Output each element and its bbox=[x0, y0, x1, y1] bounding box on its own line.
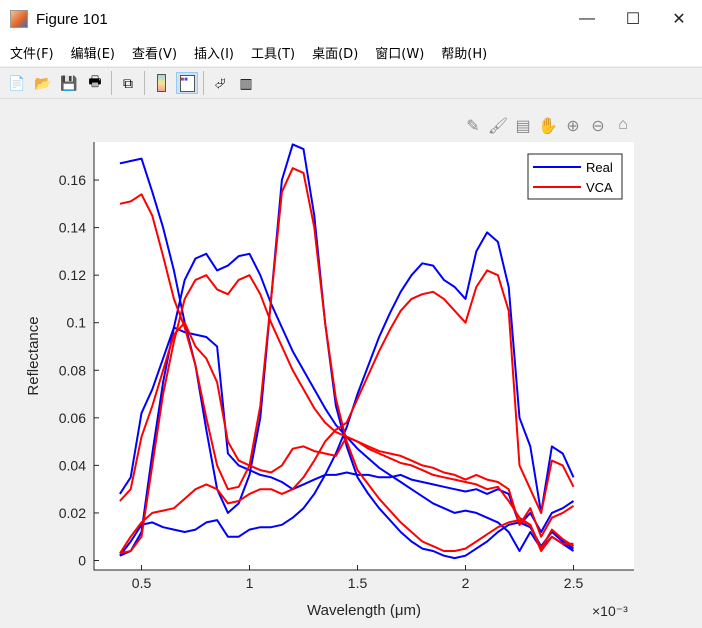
brush-export-icon[interactable]: ✎ bbox=[466, 118, 480, 135]
pan-icon[interactable]: ✋ bbox=[538, 118, 558, 135]
legend-label-vca: VCA bbox=[586, 180, 613, 195]
menu-edit[interactable]: 编辑(E) bbox=[70, 46, 115, 62]
zoom-out-icon[interactable]: ⊖ bbox=[591, 118, 605, 135]
pointer-icon[interactable]: ⮰ bbox=[214, 74, 226, 91]
title-bar: Figure 101 — ☐ ✕ bbox=[0, 0, 702, 38]
series-line-real-3 bbox=[119, 326, 575, 533]
x-exponent-label: ×10⁻³ bbox=[592, 603, 628, 619]
menu-insert[interactable]: 插入(I) bbox=[194, 46, 235, 62]
close-button[interactable]: ✕ bbox=[672, 11, 686, 28]
link-plot-icon[interactable]: ⧉ bbox=[123, 74, 133, 91]
print-icon[interactable]: 🖶 bbox=[88, 73, 102, 89]
toolbar-separator bbox=[111, 71, 112, 95]
y-tick-label: 0.1 bbox=[67, 315, 87, 331]
home-icon[interactable]: ⌂ bbox=[618, 116, 628, 133]
menu-tools[interactable]: 工具(T) bbox=[251, 46, 296, 62]
maximize-button[interactable]: ☐ bbox=[625, 11, 641, 28]
legend-label-real: Real bbox=[586, 160, 613, 175]
x-tick-label: 1 bbox=[246, 575, 254, 591]
legend[interactable]: Real VCA bbox=[527, 153, 623, 200]
series-line-vca-4 bbox=[119, 269, 575, 554]
series-line-vca-1 bbox=[119, 167, 575, 552]
zoom-in-icon[interactable]: ⊕ bbox=[566, 118, 580, 135]
y-tick-label: 0.16 bbox=[59, 172, 86, 188]
menu-help[interactable]: 帮助(H) bbox=[441, 46, 488, 62]
y-tick-label: 0.04 bbox=[59, 457, 86, 473]
save-icon[interactable]: 💾 bbox=[60, 74, 78, 91]
figure-toolbar: 📄 📂 💾 🖶 ⧉ ■■ ⮰ ▥ bbox=[0, 67, 702, 99]
menu-window[interactable]: 窗口(W) bbox=[375, 46, 425, 62]
toolbar-separator bbox=[203, 71, 204, 95]
series-line-vca-3 bbox=[119, 321, 575, 538]
y-tick-label: 0.12 bbox=[59, 267, 86, 283]
colorbar-icon[interactable] bbox=[150, 72, 172, 94]
menu-file[interactable]: 文件(F) bbox=[10, 46, 54, 62]
matlab-logo-icon bbox=[10, 10, 28, 28]
brush-icon[interactable]: 🖌 bbox=[487, 118, 509, 135]
legend-icon[interactable]: ■■ bbox=[176, 72, 198, 94]
x-tick-label: 2 bbox=[462, 575, 470, 591]
property-inspector-icon[interactable]: ▥ bbox=[239, 74, 253, 91]
series-line-real-4 bbox=[119, 231, 575, 557]
axes-lines bbox=[93, 142, 634, 571]
menu-bar: 文件(F) 编辑(E) 查看(V) 插入(I) 工具(T) 桌面(D) 窗口(W… bbox=[0, 38, 702, 97]
window-title: Figure 101 bbox=[36, 10, 108, 28]
menu-desktop[interactable]: 桌面(D) bbox=[312, 46, 359, 62]
minimize-button[interactable]: — bbox=[579, 10, 595, 27]
x-tick-label: 2.5 bbox=[564, 575, 584, 591]
y-tick-label: 0.02 bbox=[59, 505, 86, 521]
y-tick-label: 0.08 bbox=[59, 362, 86, 378]
x-axis-label: Wavelength (μm) bbox=[307, 602, 421, 619]
toolbar-separator bbox=[144, 71, 145, 95]
open-file-icon[interactable]: 📂 bbox=[34, 74, 52, 91]
y-tick-label: 0.14 bbox=[59, 220, 86, 236]
axes-background bbox=[94, 142, 634, 570]
x-tick-label: 0.5 bbox=[132, 575, 152, 591]
y-tick-label: 0 bbox=[78, 552, 86, 568]
y-tick-label: 0.06 bbox=[59, 410, 86, 426]
axes-toolbar: ✎ 🖌 ▤ ✋ ⊕ ⊖ ⌂ bbox=[462, 116, 634, 136]
menu-view[interactable]: 查看(V) bbox=[131, 46, 178, 62]
new-figure-icon[interactable]: 📄 bbox=[8, 74, 26, 91]
data-tips-icon[interactable]: ▤ bbox=[515, 118, 531, 135]
x-tick-label: 1.5 bbox=[348, 575, 368, 591]
y-axis-label: Reflectance bbox=[25, 316, 42, 395]
